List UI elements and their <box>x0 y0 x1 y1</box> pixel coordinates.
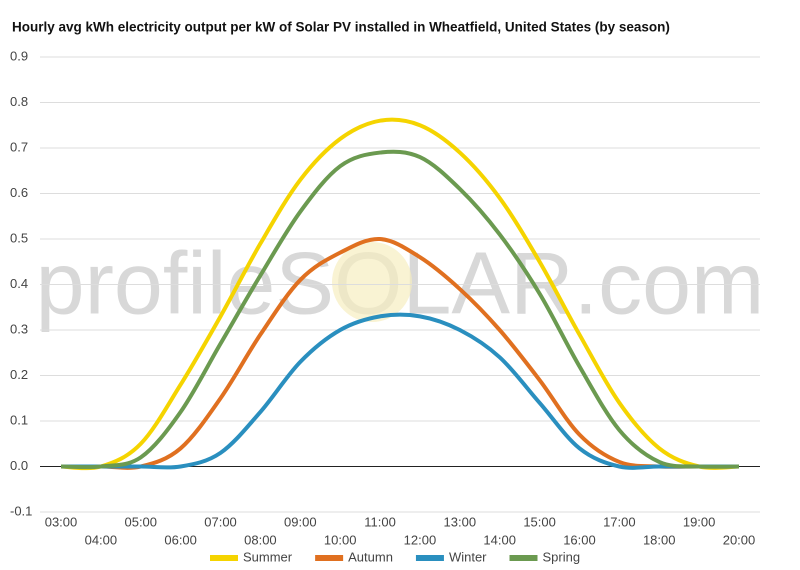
legend-label: Autumn <box>348 549 393 564</box>
legend-label: Summer <box>243 549 293 564</box>
x-tick-label: 11:00 <box>364 514 396 529</box>
watermark-sun <box>332 242 412 322</box>
series-line <box>61 312 739 470</box>
x-tick-label: 17:00 <box>603 514 636 529</box>
x-tick-label: 20:00 <box>723 532 756 547</box>
x-tick-label: 06:00 <box>164 532 197 547</box>
series-line <box>61 236 739 470</box>
x-tick-label: 16:00 <box>563 532 596 547</box>
x-tick-label: 12:00 <box>404 532 437 547</box>
y-tick-label: 0.5 <box>10 230 28 245</box>
y-tick-label: 0.6 <box>10 185 28 200</box>
x-tick-label: 03:00 <box>45 514 78 529</box>
chart-title: Hourly avg kWh electricity output per kW… <box>12 20 670 35</box>
legend-label: Winter <box>449 549 487 564</box>
y-tick-label: 0.3 <box>10 321 28 336</box>
x-tick-label: 07:00 <box>204 514 237 529</box>
x-tick-label: 14:00 <box>483 532 516 547</box>
y-tick-label: 0.1 <box>10 412 28 427</box>
y-tick-label: 0.7 <box>10 139 28 154</box>
y-tick-label: 0.4 <box>10 276 28 291</box>
x-tick-label: 04:00 <box>85 532 118 547</box>
y-tick-label: 0.0 <box>10 458 28 473</box>
legend-swatch <box>509 555 538 561</box>
y-tick-label: -0.1 <box>10 503 32 518</box>
x-tick-label: 05:00 <box>124 514 157 529</box>
x-tick-label: 08:00 <box>244 532 277 547</box>
series-line <box>60 149 740 470</box>
x-tick-label: 09:00 <box>284 514 317 529</box>
legend-swatch <box>315 555 344 561</box>
y-tick-label: 0.9 <box>10 48 28 63</box>
x-tick-label: 18:00 <box>643 532 676 547</box>
x-tick-label: 13:00 <box>444 514 477 529</box>
legend-label: Spring <box>543 549 581 564</box>
y-tick-label: 0.8 <box>10 94 28 109</box>
legend-swatch <box>210 555 238 561</box>
y-tick-label: 0.2 <box>10 367 28 382</box>
x-tick-label: 19:00 <box>683 514 716 529</box>
series-line <box>60 117 740 471</box>
legend-swatch <box>415 555 444 561</box>
x-tick-label: 10:00 <box>324 532 357 547</box>
x-tick-label: 15:00 <box>523 514 556 529</box>
